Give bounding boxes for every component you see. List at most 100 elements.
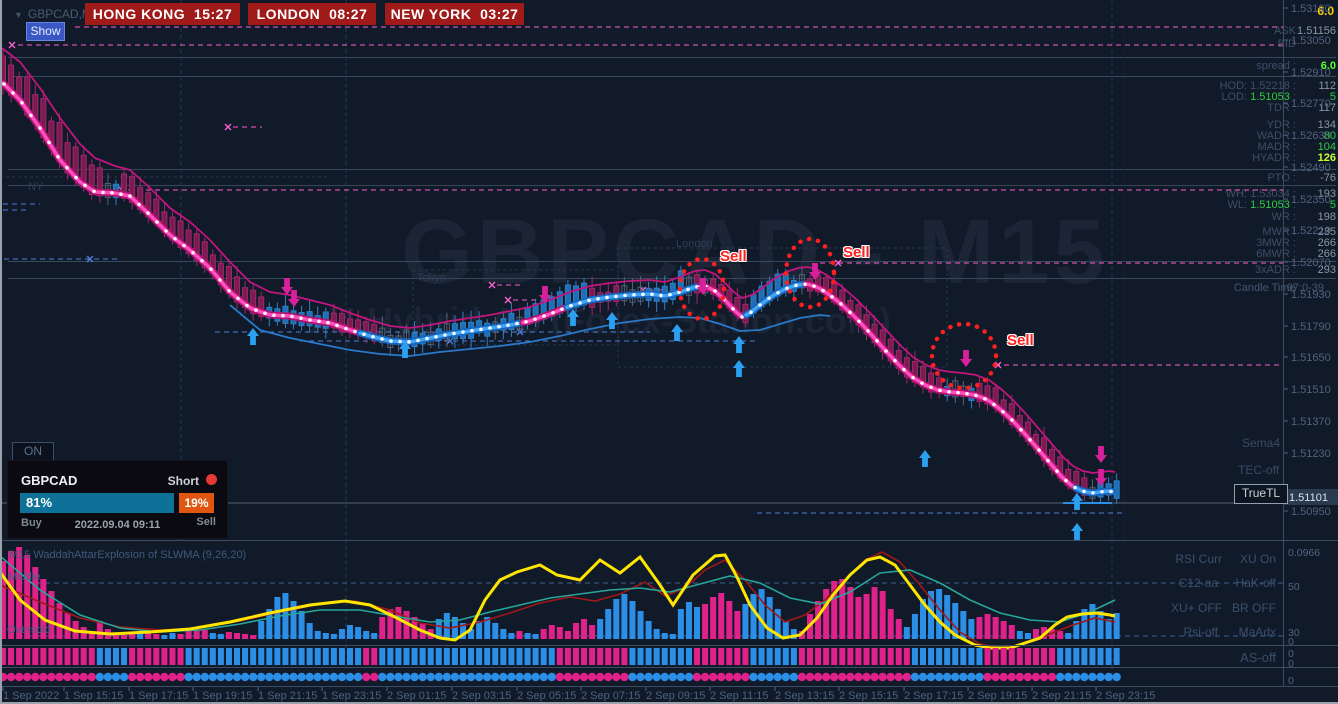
- indicator-oversold-level-label: Oversold: [7, 624, 52, 636]
- price-axis-label: 1.53190: [1291, 3, 1331, 15]
- window-left-border: [0, 0, 2, 704]
- info-row: PTO : -76: [1267, 172, 1336, 184]
- info-row: WL: 1.51053 :5: [1227, 199, 1336, 211]
- time-axis-label: 2 Sep 09:15: [646, 690, 705, 702]
- price-axis-label: 1.51930: [1291, 289, 1331, 301]
- indicator-axis-label: 0: [1288, 675, 1294, 687]
- tec-off-indicator-label[interactable]: TEC-off: [1238, 463, 1280, 477]
- xu-on-toggle[interactable]: XU On: [1239, 552, 1276, 566]
- time-axis-label: 2 Sep 05:15: [517, 690, 576, 702]
- price-axis-label: 1.52210: [1291, 225, 1331, 237]
- info-row: HYADR :126: [1252, 152, 1336, 164]
- c12-toggle[interactable]: C12-aa: [1178, 576, 1218, 590]
- time-axis-label: 1 Sep 2022: [3, 690, 59, 702]
- time-axis-label: 2 Sep 21:15: [1032, 690, 1091, 702]
- buy-strength-bar: 81%: [20, 493, 174, 513]
- short-status-dot-icon: [206, 474, 217, 485]
- chevron-down-icon[interactable]: ▼: [14, 10, 23, 20]
- indicator-axis-label: 0.0966: [1288, 547, 1320, 559]
- hak-off-toggle[interactable]: HaK-off: [1235, 576, 1276, 590]
- divider: [8, 57, 1336, 58]
- info-row: WADR :80: [1256, 130, 1336, 142]
- signal-timestamp: 2022.09.04 09:11: [74, 519, 161, 531]
- show-button[interactable]: Show: [26, 22, 65, 41]
- current-price-tag: 1.51101: [1289, 492, 1328, 504]
- time-axis-label: 2 Sep 19:15: [968, 690, 1027, 702]
- time-axis-label: 2 Sep 03:15: [452, 690, 511, 702]
- divider: [8, 261, 1336, 262]
- time-axis-label: 1 Sep 19:15: [193, 690, 252, 702]
- indicator-axis-label: 0: [1288, 658, 1294, 670]
- br-off-toggle[interactable]: BR OFF: [1232, 601, 1276, 615]
- chart-watermark-symbol: GBPCAD - M15: [401, 201, 1109, 303]
- session-label-tokyo: Tokyo: [417, 272, 446, 284]
- info-row: 6MWR :266: [1256, 248, 1336, 260]
- info-row: ASK1.51156: [1273, 25, 1336, 37]
- session-clock-hong-kong: HONG KONG 15:27: [85, 3, 240, 25]
- info-row: LOD: 1.51053 :5: [1221, 91, 1336, 103]
- rsi-curr-toggle[interactable]: RSI Curr: [1175, 552, 1222, 566]
- xu-plus-off-toggle[interactable]: XU+ OFF: [1170, 601, 1222, 615]
- truetl-button[interactable]: TrueTL: [1234, 484, 1288, 504]
- divider: [8, 278, 1336, 279]
- time-axis-label: 1 Sep 15:15: [64, 690, 123, 702]
- signal-direction: Short: [167, 474, 199, 488]
- window-bottom-border: [0, 702, 1338, 704]
- sell-signal-label: Sell: [720, 248, 747, 265]
- time-axis-label: 2 Sep 13:15: [775, 690, 834, 702]
- on-toggle-button[interactable]: ON: [12, 442, 54, 461]
- session-clock-london: LONDON 08:27: [248, 3, 376, 25]
- price-axis-label: 1.52770: [1291, 98, 1331, 110]
- time-axis-label: 1 Sep 17:15: [129, 690, 188, 702]
- as-off-toggle[interactable]: AS-off: [1240, 650, 1276, 665]
- price-axis-label: 1.50950: [1291, 506, 1331, 518]
- signal-symbol: GBPCAD: [21, 473, 78, 488]
- spread-top-value: 6.0: [1317, 4, 1334, 18]
- info-row: 3MWR :266: [1256, 237, 1336, 249]
- maadx-toggle[interactable]: MaAdx: [1238, 625, 1276, 639]
- info-row: spread :6.0: [1256, 60, 1336, 72]
- divider: [8, 185, 1336, 186]
- price-axis-label: 1.52490: [1291, 162, 1331, 174]
- sell-strength-bar: 19%: [179, 493, 214, 513]
- session-clock-new-york: NEW YORK 03:27: [385, 3, 524, 25]
- rsi-off-toggle[interactable]: Rsi-off: [1183, 625, 1218, 639]
- price-axis-label: 1.52910: [1291, 67, 1331, 79]
- session-label-london: London: [676, 238, 713, 250]
- time-axis-label: 2 Sep 23:15: [1096, 690, 1155, 702]
- session-label-ny: NY: [28, 181, 44, 193]
- sell-signal-label: Sell: [1007, 332, 1034, 349]
- info-row: HOD: 1.52218 :112: [1219, 80, 1336, 92]
- price-axis-label: 1.51510: [1291, 384, 1331, 396]
- divider: [8, 169, 1336, 170]
- price-axis-label: 1.51650: [1291, 352, 1331, 364]
- price-axis-label: 1.52350: [1291, 194, 1331, 206]
- time-axis-label: 2 Sep 01:15: [387, 690, 446, 702]
- candle-time: Candle Time 07:0-39: [1234, 282, 1324, 294]
- time-axis-label: 2 Sep 17:15: [904, 690, 963, 702]
- signal-panel: GBPCAD Short 81% 19% Buy Sell 2022.09.04…: [7, 460, 228, 539]
- info-row: YDR :134: [1266, 119, 1336, 131]
- info-row: MWR :235: [1262, 226, 1336, 238]
- time-axis-label: 1 Sep 21:15: [258, 690, 317, 702]
- indicator-axis-label: 30: [1288, 627, 1300, 639]
- divider: [8, 76, 1336, 77]
- indicator-axis-label: 0: [1288, 636, 1294, 648]
- sell-label: Sell: [196, 516, 216, 528]
- indicator-middle-level-label: Middle: [8, 571, 41, 583]
- indicator-axis-label: 50: [1288, 581, 1300, 593]
- sell-signal-label: Sell: [843, 244, 870, 261]
- info-row: WH: 1.53034 :193: [1225, 188, 1336, 200]
- time-axis-label: 2 Sep 15:15: [839, 690, 898, 702]
- buy-label: Buy: [21, 517, 42, 529]
- price-axis-label: 1.53050: [1291, 35, 1331, 47]
- price-axis-label: 1.52630: [1291, 130, 1331, 142]
- indicator-title: M15 WaddahAttarExplosion of SLWMA (9,26,…: [9, 549, 247, 561]
- candle-time-value: 07:0-39: [1286, 282, 1324, 294]
- price-axis-label: 1.51790: [1291, 321, 1331, 333]
- price-axis-label: 1.52070: [1291, 257, 1331, 269]
- sema4-indicator-label[interactable]: Sema4: [1242, 436, 1281, 450]
- time-axis-label: 1 Sep 23:15: [322, 690, 381, 702]
